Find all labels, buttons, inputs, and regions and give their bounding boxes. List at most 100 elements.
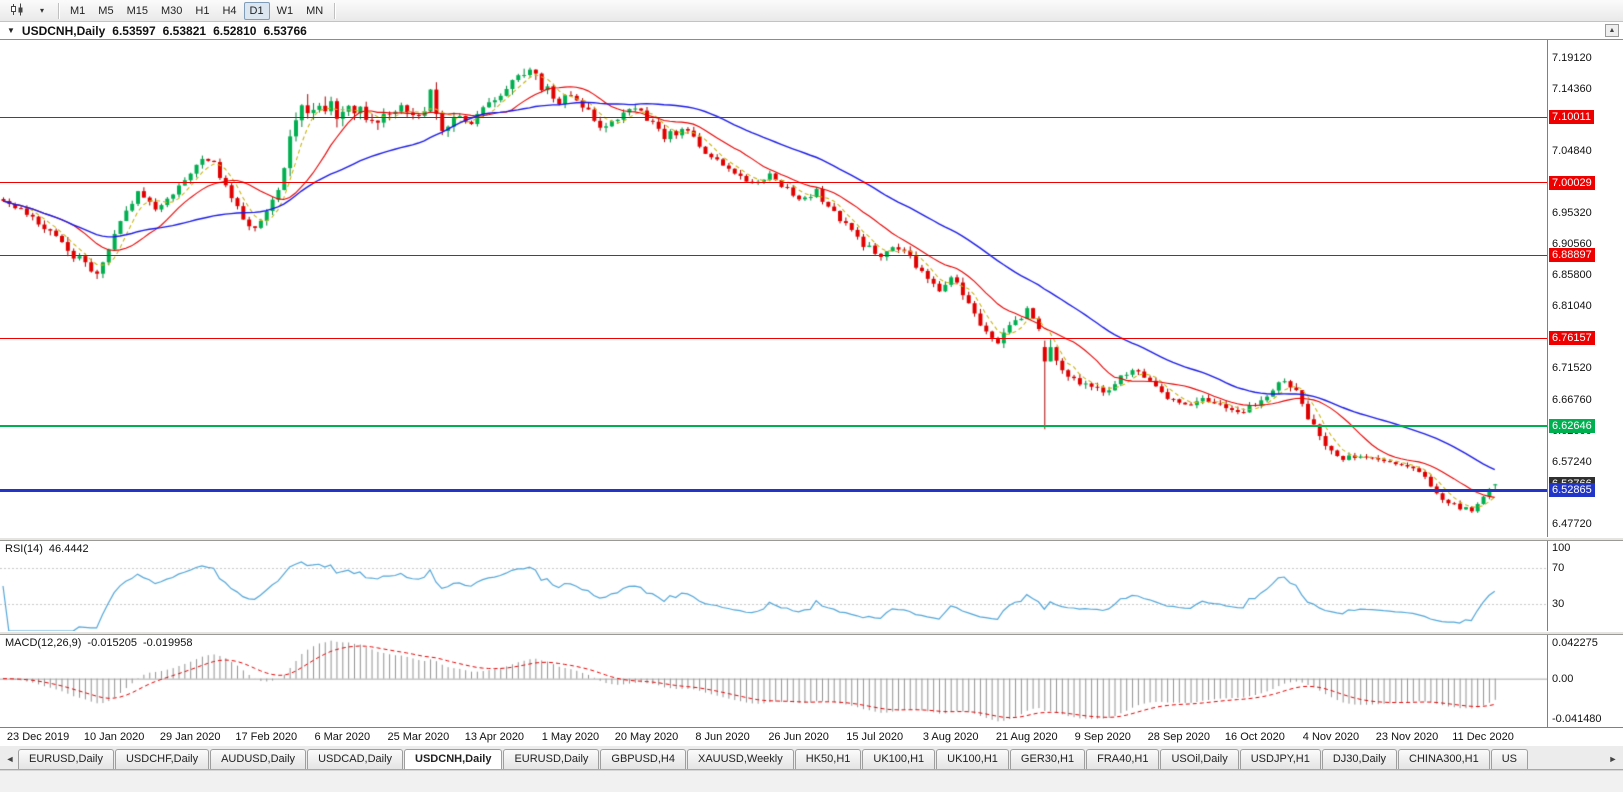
rsi-panel[interactable]: RSI(14) 46.4442	[0, 541, 1547, 631]
chart-tab-eurusd-daily[interactable]: EURUSD,Daily	[503, 749, 600, 769]
date-label: 15 Jul 2020	[846, 731, 904, 743]
chart-tab-china300-h1[interactable]: CHINA300,H1	[1398, 749, 1490, 769]
date-label: 3 Aug 2020	[922, 731, 979, 743]
chart-title-bar: ▼ USDCNH,Daily 6.53597 6.53821 6.52810 6…	[0, 22, 1623, 40]
macd-signal-value: -0.019958	[142, 637, 193, 649]
timeframe-m1[interactable]: M1	[70, 4, 86, 17]
tab-scroll-right-icon[interactable]: ►	[1608, 754, 1618, 764]
scroll-up-button[interactable]: ▲	[1605, 24, 1619, 37]
timeframe-m15[interactable]: M15	[126, 4, 148, 17]
chart-tab-usdcad-daily[interactable]: USDCAD,Daily	[307, 749, 404, 769]
price-tick: 6.95320	[1552, 207, 1592, 220]
rsi-axis-label: 30	[1552, 598, 1565, 610]
price-tick: 7.19120	[1552, 52, 1592, 64]
timeframe-m5[interactable]: M5	[98, 4, 114, 17]
rsi-axis-label: 70	[1552, 562, 1565, 574]
date-label: 13 Apr 2020	[464, 731, 525, 743]
date-label: 25 Mar 2020	[387, 731, 450, 743]
panel-splitter[interactable]	[0, 537, 1623, 541]
date-label: 29 Jan 2020	[159, 731, 221, 743]
chart-window: ▼ USDCNH,Daily 6.53597 6.53821 6.52810 6…	[0, 22, 1623, 792]
timeframe-m30[interactable]: M30	[160, 4, 183, 17]
horizontal-level-line[interactable]	[0, 488, 1547, 492]
timeframe-h1[interactable]: H1	[195, 4, 210, 17]
chart-tab-dj30-daily[interactable]: DJ30,Daily	[1321, 749, 1398, 769]
date-label: 11 Dec 2020	[1452, 731, 1514, 743]
chart-type-button[interactable]	[4, 2, 31, 20]
timeframe-w1[interactable]: W1	[276, 4, 294, 17]
macd-panel[interactable]: MACD(12,26,9) -0.015205 -0.019958	[0, 635, 1547, 727]
date-label: 17 Feb 2020	[235, 731, 298, 743]
date-label: 9 Sep 2020	[1074, 731, 1131, 743]
level-price-badge: 6.62646	[1549, 419, 1595, 434]
price-tick: 6.90560	[1552, 238, 1592, 251]
date-label: 21 Aug 2020	[995, 731, 1058, 743]
date-label: 23 Nov 2020	[1375, 731, 1439, 743]
horizontal-level-line[interactable]	[0, 425, 1547, 428]
date-label: 26 Jun 2020	[768, 731, 829, 743]
candlestick-chart-icon	[10, 3, 25, 19]
horizontal-level-line[interactable]	[0, 337, 1547, 339]
main-chart-plot[interactable]	[0, 40, 1547, 537]
date-axis[interactable]: 23 Dec 2019 10 Jan 2020 29 Jan 2020 17 Feb …	[0, 727, 1623, 746]
date-label: 23 Dec 2019	[6, 731, 70, 743]
macd-canvas[interactable]	[0, 635, 1547, 727]
tab-scroll-left-icon[interactable]: ◄	[5, 754, 15, 764]
collapse-arrow-icon[interactable]: ▼	[7, 26, 15, 35]
rsi-canvas[interactable]	[0, 541, 1547, 631]
panel-splitter[interactable]	[0, 631, 1623, 635]
chart-tab-xauusd-weekly[interactable]: XAUUSD,Weekly	[686, 749, 794, 769]
chart-type-dropdown[interactable]: ▾	[31, 2, 53, 20]
chart-tab-usdcnh-daily[interactable]: USDCNH,Daily	[404, 749, 503, 769]
timeframe-d1[interactable]: D1	[243, 1, 270, 20]
chart-tab-us[interactable]: US	[1490, 749, 1528, 769]
macd-axis-label: 0.00	[1552, 672, 1574, 685]
rsi-value: 46.4442	[48, 543, 89, 555]
ohlc-low: 6.52810	[213, 23, 257, 38]
toolbar-separator	[58, 2, 59, 19]
level-price-badge: 6.88897	[1549, 248, 1595, 263]
chart-symbol-label: USDCNH,Daily	[21, 23, 106, 38]
date-label: 20 May 2020	[614, 731, 679, 743]
price-tick: 6.66760	[1552, 393, 1592, 406]
chart-tab-fra40-h1[interactable]: FRA40,H1	[1086, 749, 1160, 769]
date-label: 10 Jan 2020	[83, 731, 145, 743]
chart-tab-usoil-daily[interactable]: USOil,Daily	[1160, 749, 1239, 769]
chart-tab-usdjpy-h1[interactable]: USDJPY,H1	[1239, 749, 1321, 769]
candlestick-canvas[interactable]	[0, 40, 1547, 537]
macd-main-value: -0.015205	[87, 637, 137, 649]
date-label: 16 Oct 2020	[1224, 731, 1285, 743]
ohlc-high: 6.53821	[162, 23, 207, 38]
horizontal-level-line[interactable]	[0, 254, 1547, 256]
chart-tab-usdchf-daily[interactable]: USDCHF,Daily	[114, 749, 210, 769]
price-axis[interactable]: 7.191207.143607.096007.048407.000806.953…	[1547, 40, 1623, 727]
status-strip	[0, 770, 1623, 792]
chart-tab-bar: ◄ EURUSD,Daily USDCHF,Daily AUDUSD,Daily US…	[0, 746, 1623, 770]
ohlc-close: 6.53766	[263, 23, 307, 38]
macd-panel-label: MACD(12,26,9) -0.015205 -0.019958	[5, 637, 199, 649]
timeframe-mn[interactable]: MN	[306, 4, 324, 17]
price-tick: 6.81040	[1552, 300, 1592, 313]
date-label: 28 Sep 2020	[1147, 731, 1211, 743]
horizontal-level-line[interactable]	[0, 116, 1547, 118]
price-tick: 7.14360	[1552, 83, 1592, 96]
ohlc-open: 6.53597	[112, 23, 156, 38]
chart-tab-ger30-h1[interactable]: GER30,H1	[1009, 749, 1086, 769]
horizontal-level-line[interactable]	[0, 182, 1547, 184]
level-price-badge: 6.52865	[1549, 483, 1595, 498]
chart-tab-audusd-daily[interactable]: AUDUSD,Daily	[210, 749, 307, 769]
rsi-axis-label: 100	[1552, 542, 1571, 554]
chart-tab-hk50-h1[interactable]: HK50,H1	[794, 749, 862, 769]
date-label: 8 Jun 2020	[695, 731, 750, 743]
timeframe-group: M1 M5 M15 M30 H1 H4 D1 W1 MN	[64, 1, 329, 20]
level-price-badge: 7.10011	[1549, 110, 1594, 125]
date-label: 4 Nov 2020	[1302, 731, 1360, 743]
chart-tab-uk100-h1[interactable]: UK100,H1	[936, 749, 1009, 769]
toolbar-separator	[334, 2, 336, 19]
price-tick: 7.04840	[1552, 145, 1592, 158]
chart-tab-eurusd-daily[interactable]: EURUSD,Daily	[18, 749, 114, 769]
chart-tab-uk100-h1[interactable]: UK100,H1	[862, 749, 936, 769]
chart-tab-gbpusd-h4[interactable]: GBPUSD,H4	[600, 749, 686, 769]
timeframe-h4[interactable]: H4	[222, 4, 237, 17]
